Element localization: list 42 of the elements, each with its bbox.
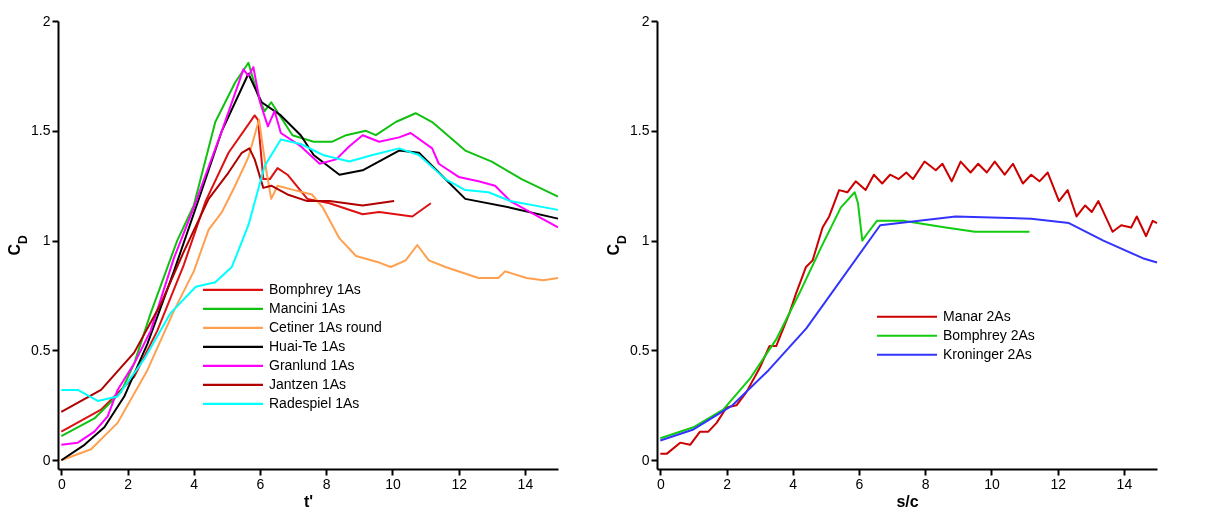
x-tick-label: 0 (656, 475, 665, 492)
x-tick-label: 12 (1050, 475, 1067, 492)
y-tick-label: 0 (42, 451, 51, 468)
x-tick-label: 8 (322, 475, 331, 492)
line-series (60, 147, 396, 413)
y-tick-label: 1.5 (630, 122, 650, 139)
x-tick-label: 2 (723, 475, 732, 492)
x-axis-title: t' (303, 492, 314, 510)
line-series (659, 160, 1158, 455)
legend-label: Bomphrey 1As (269, 280, 361, 297)
x-tick-label: 4 (190, 475, 199, 492)
x-tick-label: 6 (256, 475, 265, 492)
legend-label: Huai-Te 1As (269, 337, 346, 354)
legend-label: Kroninger 2As (943, 345, 1032, 362)
x-tick-label: 10 (984, 475, 1000, 492)
x-tick-label: 0 (57, 475, 66, 492)
x-tick-label: 14 (517, 475, 534, 492)
x-tick-label: 4 (789, 475, 798, 492)
legend-label: Bomphrey 2As (943, 326, 1035, 343)
legend-label: Manar 2As (943, 307, 1011, 324)
line-series (60, 114, 432, 433)
y-tick-label: 1 (641, 232, 650, 249)
y-tick-label: 0.5 (630, 341, 650, 358)
legend-label: Granlund 1As (269, 356, 355, 373)
x-tick-label: 12 (451, 475, 468, 492)
line-series (659, 215, 1158, 442)
y-tick-label: 0 (641, 451, 650, 468)
y-tick-label: 1.5 (31, 122, 51, 139)
y-tick-label: 0.5 (31, 341, 51, 358)
legend-label: Radespiel 1As (269, 394, 360, 411)
legend-label: Mancini 1As (269, 299, 346, 316)
x-tick-label: 10 (385, 475, 401, 492)
legend-label: Jantzen 1As (269, 375, 347, 392)
x-tick-label: 14 (1116, 475, 1133, 492)
x-tick-label: 8 (921, 475, 930, 492)
x-tick-label: 2 (124, 475, 133, 492)
y-tick-label: 2 (641, 12, 650, 29)
y-tick-label: 1 (42, 232, 51, 249)
x-tick-label: 6 (855, 475, 864, 492)
x-axis-title: s/c (896, 492, 919, 510)
y-tick-label: 2 (42, 12, 51, 29)
legend-label: Cetiner 1As round (269, 318, 382, 335)
